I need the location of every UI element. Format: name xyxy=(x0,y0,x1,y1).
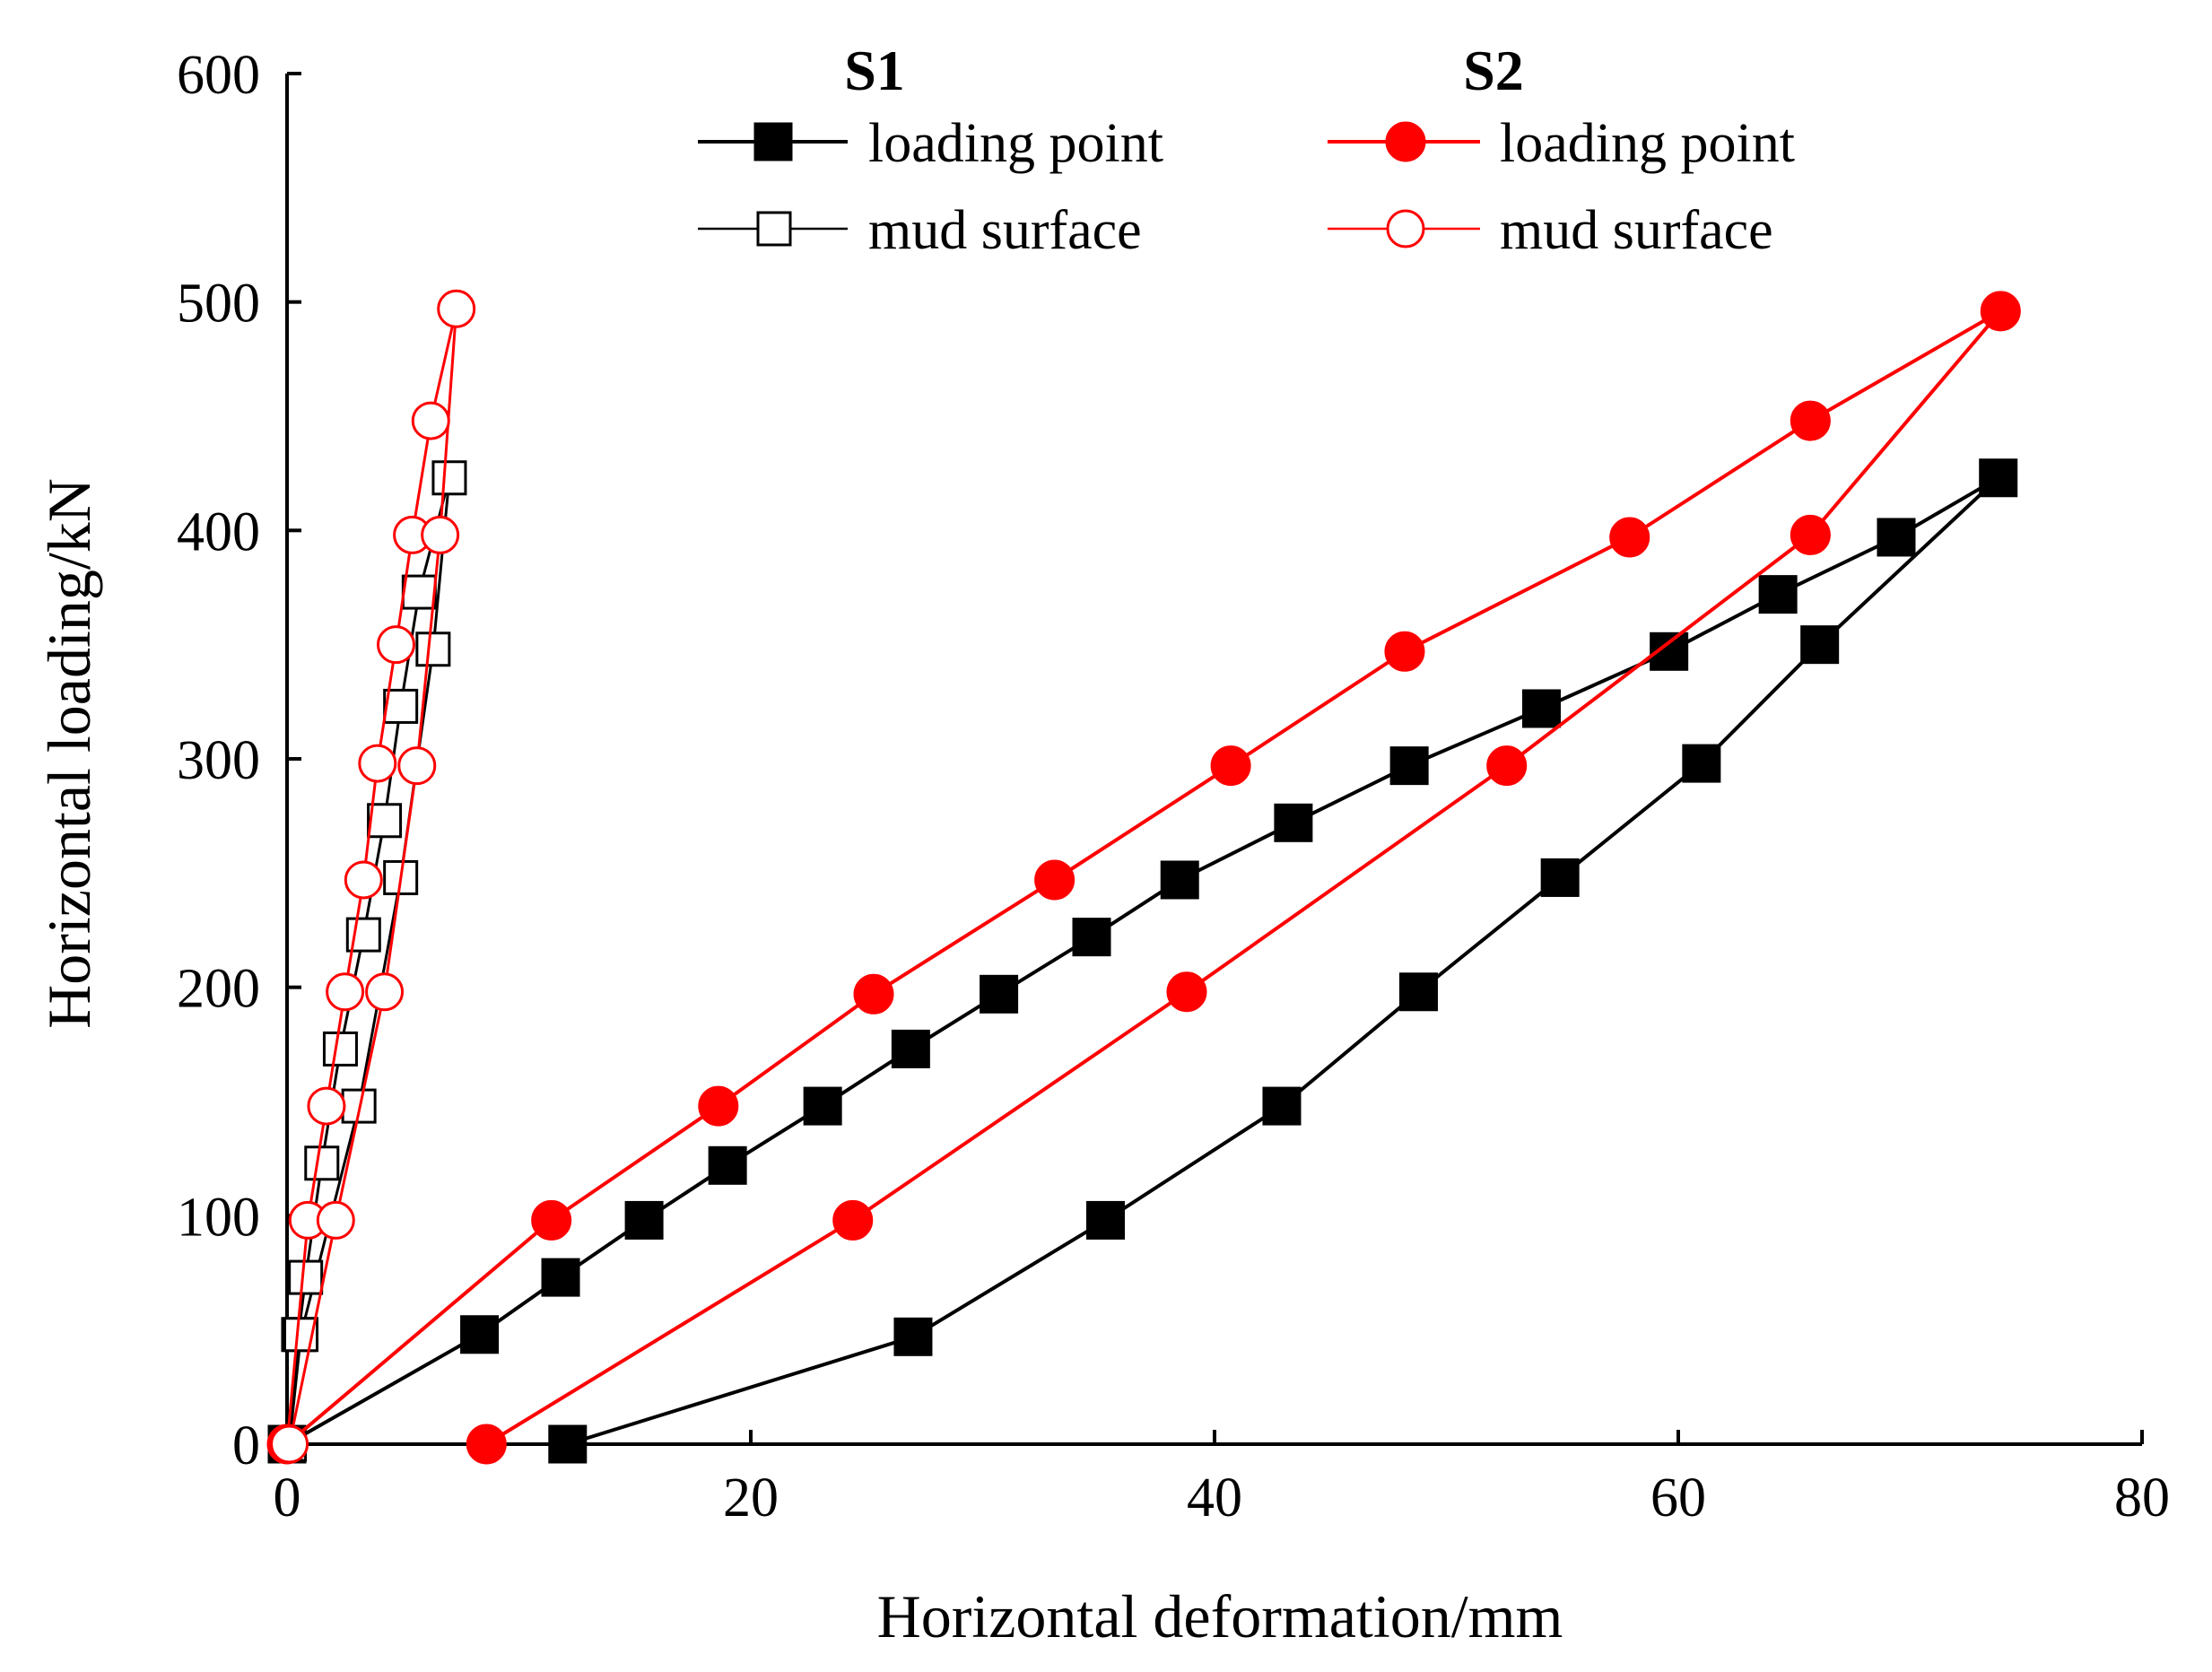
x-axis-title: Horizontal deformation/mm xyxy=(877,1582,1563,1650)
data-point xyxy=(1398,972,1438,1012)
legend-marker-s2-loading xyxy=(1385,121,1426,162)
data-point xyxy=(1980,291,2021,332)
legend-marker-s1-mud xyxy=(756,211,792,247)
x-tick-label: 60 xyxy=(1650,1467,1706,1528)
data-point xyxy=(383,688,419,724)
data-point xyxy=(1166,971,1207,1013)
data-point xyxy=(415,631,451,667)
x-tick-label: 80 xyxy=(2114,1467,2170,1528)
data-point xyxy=(1274,803,1313,842)
x-tick-label: 20 xyxy=(723,1467,779,1528)
data-point xyxy=(466,1424,507,1465)
legend-title-s1: S1 xyxy=(844,39,905,102)
data-point xyxy=(1877,518,1916,557)
data-point xyxy=(1034,859,1076,901)
data-point xyxy=(893,1317,933,1356)
series-line xyxy=(285,476,451,1445)
y-tick-label: 400 xyxy=(177,501,260,562)
series-s2-mud-surface xyxy=(267,289,476,1464)
data-point xyxy=(304,1145,340,1181)
data-point xyxy=(288,1259,324,1295)
data-point xyxy=(531,1199,572,1241)
data-point xyxy=(326,972,365,1012)
legend: S1 S2 loading point mud surface loading … xyxy=(698,39,1795,261)
data-point xyxy=(1790,400,1831,441)
data-point xyxy=(411,401,450,440)
data-point xyxy=(365,972,405,1012)
data-point xyxy=(421,515,460,554)
data-point xyxy=(1521,689,1561,728)
data-point xyxy=(322,1031,358,1067)
data-point xyxy=(1072,918,1111,957)
data-point xyxy=(1758,575,1798,614)
data-point xyxy=(437,289,476,328)
data-point xyxy=(541,1258,580,1297)
data-point xyxy=(401,574,437,610)
y-tick-label: 300 xyxy=(177,730,260,791)
x-tick-label: 0 xyxy=(274,1467,301,1528)
data-point xyxy=(376,625,415,665)
data-point xyxy=(1979,458,2018,498)
y-tick-label: 500 xyxy=(177,274,260,335)
data-point xyxy=(1384,631,1425,672)
legend-label-s1-mud: mud surface xyxy=(868,200,1142,261)
data-point xyxy=(1540,858,1580,897)
data-point xyxy=(344,860,383,900)
data-point xyxy=(1682,744,1721,783)
data-point xyxy=(891,1029,930,1068)
data-point xyxy=(358,744,397,783)
legend-label-s2-mud: mud surface xyxy=(1500,200,1773,261)
data-point xyxy=(1086,1200,1126,1240)
data-point xyxy=(853,973,894,1015)
data-point xyxy=(803,1086,842,1126)
legend-marker-s2-mud xyxy=(1386,209,1425,248)
data-point xyxy=(1389,746,1429,786)
data-point xyxy=(624,1200,664,1240)
data-point xyxy=(1160,860,1199,900)
y-axis-title: Horizontal loading/kN xyxy=(35,478,103,1029)
data-point xyxy=(1486,745,1528,787)
legend-marker-s1-loading xyxy=(753,122,793,161)
y-tick-label: 100 xyxy=(177,1187,260,1248)
data-point xyxy=(1262,1086,1302,1126)
legend-label-s1-loading: loading point xyxy=(868,113,1163,174)
data-point xyxy=(367,803,403,839)
data-point xyxy=(548,1424,588,1464)
axes: 0 20 40 60 80 0 100 200 300 400 500 600 xyxy=(177,45,2170,1528)
data-point xyxy=(698,1085,739,1127)
series-line xyxy=(286,475,2000,1446)
data-point xyxy=(431,460,467,496)
series-s2-loading-point xyxy=(266,291,2021,1465)
y-tick-label: 200 xyxy=(177,959,260,1020)
data-point xyxy=(316,1200,355,1240)
data-point xyxy=(307,1086,346,1126)
data-point xyxy=(270,1424,309,1464)
y-tick-label: 600 xyxy=(177,45,260,106)
legend-label-s2-loading: loading point xyxy=(1500,113,1795,174)
data-point xyxy=(832,1199,874,1241)
series-layer xyxy=(266,289,2021,1465)
series-s1-loading-point xyxy=(267,458,2018,1464)
data-point xyxy=(460,1315,500,1354)
data-point xyxy=(397,746,437,786)
data-point xyxy=(1790,514,1831,555)
data-point xyxy=(1210,745,1251,787)
data-point xyxy=(980,974,1019,1014)
data-point xyxy=(708,1145,747,1185)
legend-title-s2: S2 xyxy=(1463,39,1524,102)
x-tick-label: 40 xyxy=(1187,1467,1242,1528)
data-point xyxy=(1609,517,1650,558)
data-point xyxy=(1800,625,1840,665)
y-tick-label: 0 xyxy=(232,1415,260,1476)
